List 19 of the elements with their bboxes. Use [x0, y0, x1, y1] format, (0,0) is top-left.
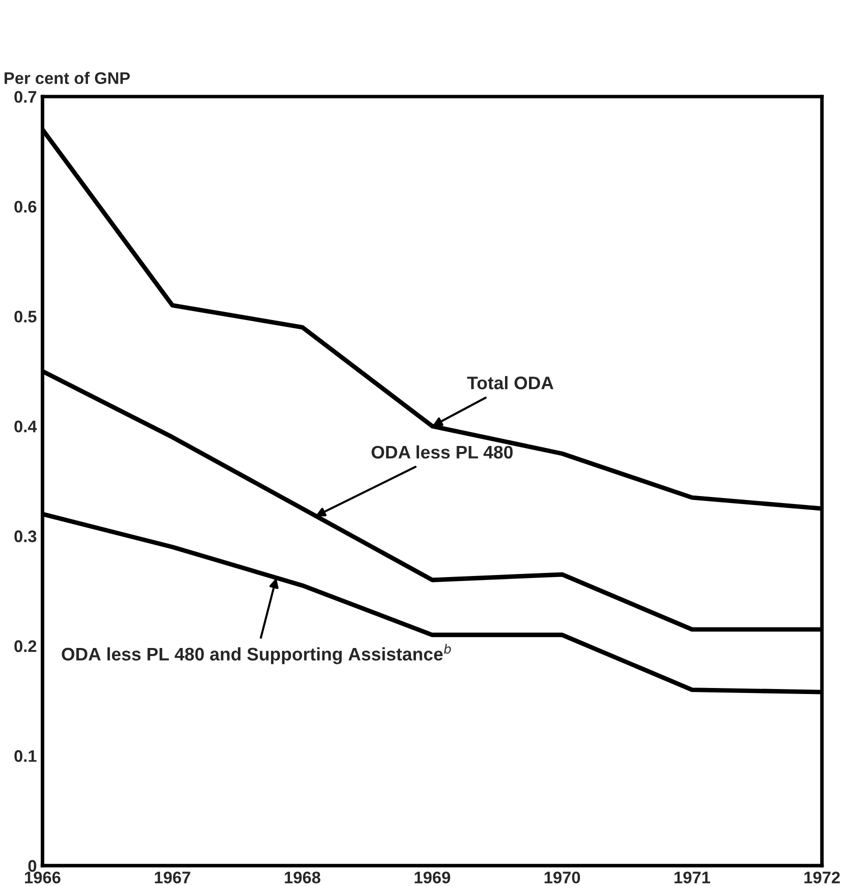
y-tick-label: 0.2: [14, 640, 36, 652]
x-tick-label: 1970: [544, 872, 580, 884]
y-tick-label: 0.5: [14, 310, 36, 323]
y-tick-label: 0.3: [14, 530, 36, 542]
x-tick-label: 1968: [284, 872, 320, 884]
y-tick-label: 0.6: [14, 200, 36, 213]
x-tick-label: 1969: [414, 872, 450, 884]
x-tick-label: 1967: [154, 872, 190, 884]
x-tick-label: 1971: [674, 872, 710, 884]
annotation: ODA less PL 480 and Supporting Assistance$^{b}$: [62, 644, 451, 664]
y-tick-label: 0.1: [14, 750, 36, 762]
y-axis-title: Per cent of GNP: [4, 72, 130, 84]
x-tick-label: 1972: [804, 872, 840, 884]
annotation: Total ODA: [467, 376, 554, 390]
y-tick-label: 0: [28, 860, 36, 872]
annotation: ODA less PL 480: [372, 445, 513, 459]
x-tick-label: 1966: [25, 872, 60, 884]
y-tick-label: 0.4: [14, 420, 37, 432]
y-tick-label: 0.7: [14, 90, 36, 103]
